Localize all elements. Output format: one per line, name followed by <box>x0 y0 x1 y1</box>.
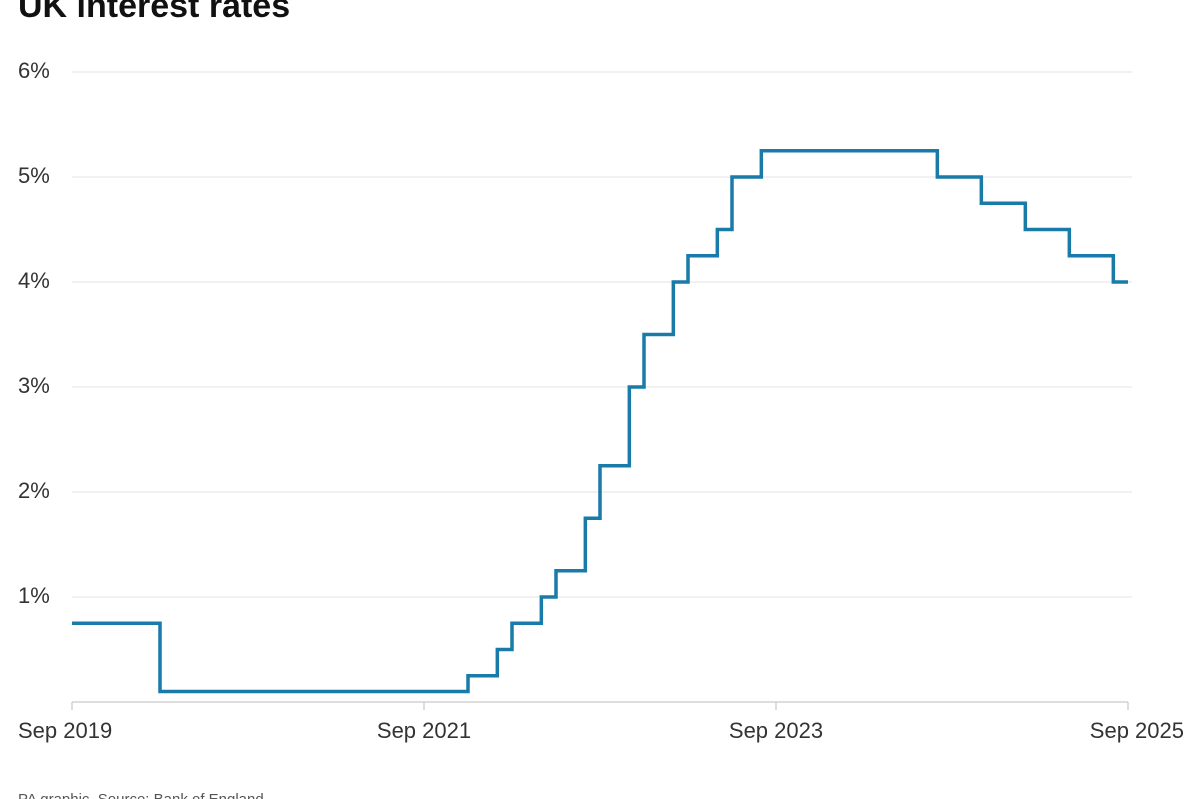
y-tick-label: 4% <box>18 268 50 293</box>
x-tick-label: Sep 2019 <box>18 718 112 743</box>
y-tick-label: 6% <box>18 58 50 83</box>
y-tick-label: 3% <box>18 373 50 398</box>
y-tick-label: 5% <box>18 163 50 188</box>
chart-title: UK interest rates <box>18 0 290 25</box>
x-tick-label: Sep 2021 <box>377 718 471 743</box>
source: PA graphic. Source: Bank of England <box>18 791 264 799</box>
y-tick-label: 1% <box>18 583 50 608</box>
x-tick-label: Sep 2025 <box>1090 718 1184 743</box>
y-tick-label: 2% <box>18 478 50 503</box>
rate-line <box>72 149 1128 694</box>
x-tick-label: Sep 2023 <box>729 718 823 743</box>
